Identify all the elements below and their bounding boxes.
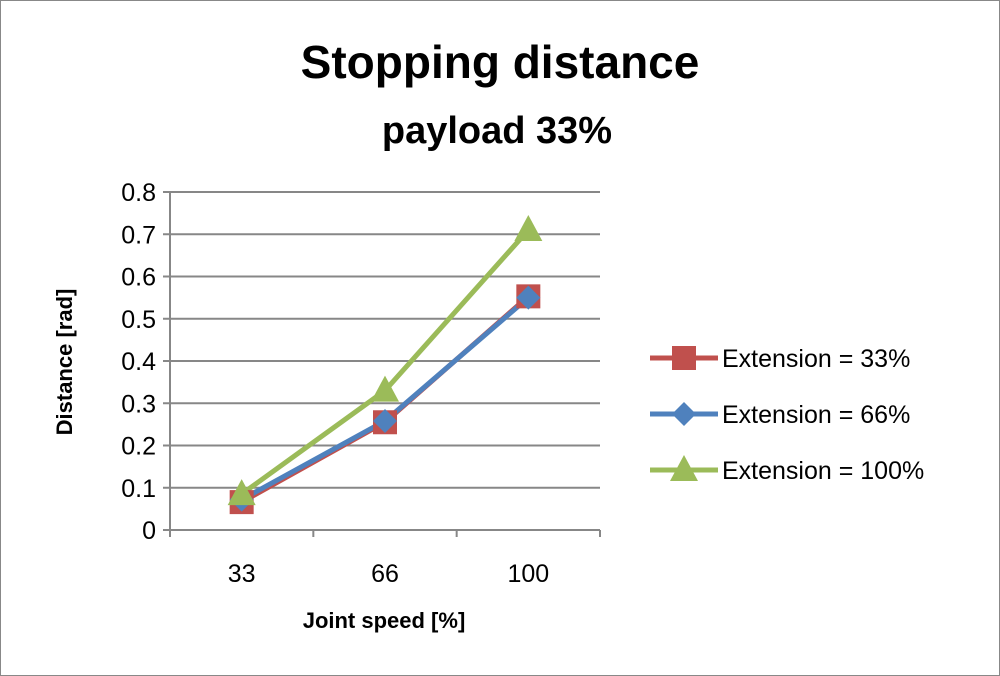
triangle-marker [371,375,399,402]
triangle-marker [514,215,543,242]
y-tick-label: 0.6 [121,264,156,292]
x-tick-label: 66 [371,560,399,588]
y-tick-label: 0.1 [121,475,156,503]
chart-title: Stopping distance [301,36,700,88]
y-tick-label: 0.8 [121,179,156,207]
legend-label: Extension = 33% [722,345,910,373]
y-tick-label: 0.7 [121,221,156,249]
y-axis-label: Distance [rad] [52,289,77,436]
chart-subtitle: payload 33% [382,110,612,152]
legend-label: Extension = 100% [722,457,924,485]
y-tick-label: 0 [142,517,156,545]
square-marker [672,346,696,370]
x-tick-label: 100 [507,560,549,588]
triangle-marker [227,479,256,506]
y-tick-label: 0.4 [121,348,156,376]
x-axis-label: Joint speed [%] [303,608,466,633]
series-line [240,228,531,497]
y-tick-label: 0.2 [121,433,156,461]
x-tick-label: 33 [228,560,256,588]
diamond-marker [516,285,541,310]
legend-label: Extension = 66% [722,401,910,429]
diamond-marker [373,408,397,433]
triangle-marker [670,455,698,481]
y-tick-label: 0.5 [121,306,156,334]
diamond-marker [672,402,696,426]
y-tick-label: 0.3 [121,390,156,418]
